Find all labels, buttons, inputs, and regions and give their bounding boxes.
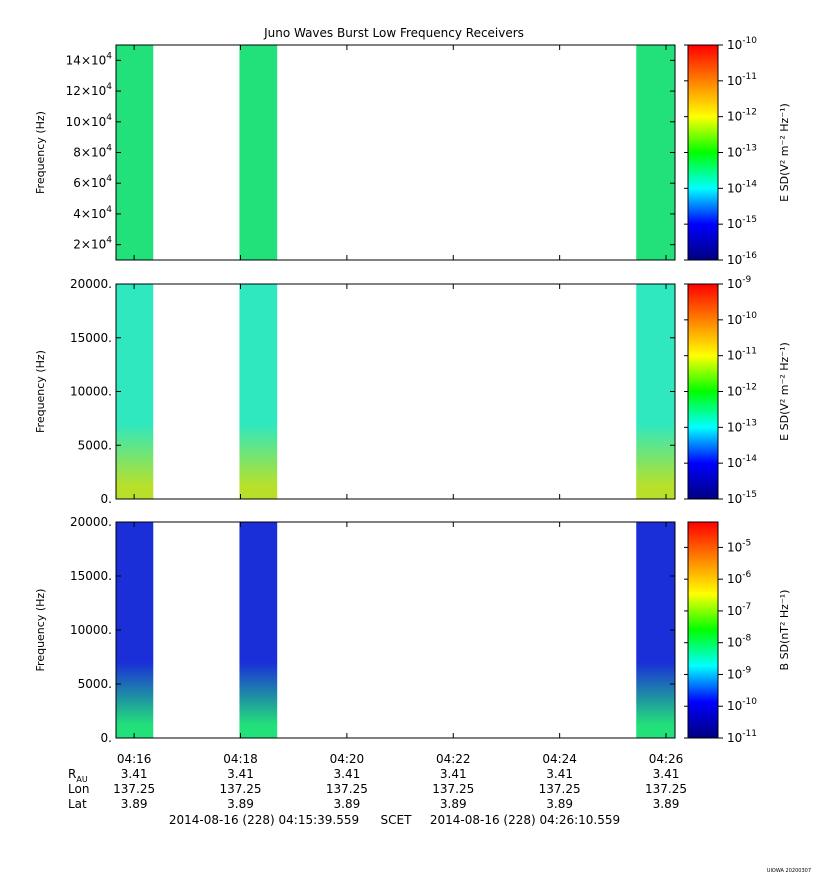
colorbar-tick-label: 10-15: [727, 490, 757, 506]
x-tick-label: 04:22: [436, 752, 471, 766]
footer-stamp: UIOWA 20200307: [767, 868, 811, 874]
y-tick-label: 12×104: [66, 82, 113, 98]
y-tick-label: 10×104: [66, 113, 113, 129]
ephemeris-value: 3.41: [653, 767, 680, 781]
spectrogram-panel-2: 0. 5000. 10000. 15000. 20000. Frequency (Hz) 1…: [34, 275, 791, 506]
colorbar-tick-label: 10-10: [727, 36, 757, 52]
plot-frame: [115, 283, 676, 500]
colorbar-tick-label: 10-11: [727, 729, 757, 745]
colorbar: [687, 44, 719, 261]
y-tick-label: 4×104: [73, 205, 112, 221]
y-tick-label: 15000.: [70, 331, 112, 345]
ephemeris-value: 3.41: [440, 767, 467, 781]
burst-block: [115, 45, 154, 260]
ephemeris-value: 3.89: [440, 797, 467, 811]
ephemeris-value: 3.89: [546, 797, 573, 811]
colorbar-label: E SD(V² m⁻² Hz⁻¹): [778, 342, 791, 441]
burst-block: [239, 45, 278, 260]
ephemeris-value: 3.41: [227, 767, 254, 781]
ephemeris-row-label: RAU: [68, 767, 88, 784]
ephemeris-value: 137.25: [326, 782, 368, 796]
spectrogram-panel-3: 0. 5000. 10000. 15000. 20000. Frequency (Hz) 1…: [34, 515, 791, 745]
y-tick-label: 20000.: [70, 515, 112, 529]
colorbar-tick-label: 10-10: [727, 311, 757, 327]
y-tick-label: 5000.: [78, 438, 112, 452]
y-tick-label: 10000.: [70, 385, 112, 399]
time-range-end: 2014-08-16 (228) 04:26:10.559: [430, 813, 620, 827]
ephemeris-value: 3.89: [334, 797, 361, 811]
x-tick-label: 04:24: [542, 752, 577, 766]
burst-block: [115, 522, 154, 738]
spectrogram-panel-1: 2×104 4×104 6×104 8×104 10×104 12×104 14×104 Fr…: [34, 36, 791, 267]
colorbar-tick-label: 10-14: [727, 179, 757, 195]
burst-block: [239, 284, 278, 499]
ephemeris-value: 137.25: [113, 782, 155, 796]
y-tick-label: 2×104: [73, 236, 112, 252]
y-tick-label: 6×104: [73, 174, 112, 190]
ephemeris-value: 3.41: [121, 767, 148, 781]
y-axis-label: Frequency (Hz): [34, 111, 47, 194]
colorbar-tick-label: 10-12: [727, 108, 757, 124]
ephemeris-row-label: Lat: [68, 797, 87, 811]
y-axis-label: Frequency (Hz): [34, 589, 47, 672]
colorbar-tick-label: 10-8: [727, 634, 752, 650]
burst-block: [636, 522, 676, 738]
burst-block: [636, 284, 676, 499]
ephemeris-value: 137.25: [645, 782, 687, 796]
ephemeris-row-label: Lon: [68, 782, 89, 796]
y-tick-label: 8×104: [73, 144, 112, 160]
colorbar-tick-label: 10-5: [727, 538, 751, 554]
y-tick-label: 15000.: [70, 569, 112, 583]
ephemeris-table: RAU 3.41 3.41 3.41 3.41 3.41 3.41 Lon 137.25 137.…: [68, 767, 687, 811]
ephemeris-value: 3.89: [653, 797, 680, 811]
time-range-start: 2014-08-16 (228) 04:15:39.559: [169, 813, 359, 827]
colorbar-tick-label: 10-9: [727, 665, 752, 681]
colorbar: [687, 521, 719, 739]
ephemeris-value: 137.25: [539, 782, 581, 796]
ephemeris-value: 137.25: [432, 782, 474, 796]
ephemeris-value: 137.25: [220, 782, 262, 796]
y-tick-label: 5000.: [78, 677, 112, 691]
plot-frame: [115, 44, 676, 261]
colorbar-tick-label: 10-6: [727, 570, 752, 586]
colorbar-tick-label: 10-9: [727, 275, 752, 291]
panels: 2×104 4×104 6×104 8×104 10×104 12×104 14×104 Fr…: [34, 36, 791, 745]
y-tick-label: 0.: [101, 492, 112, 506]
ephemeris-value: 3.41: [334, 767, 361, 781]
chart-title: Juno Waves Burst Low Frequency Receivers: [263, 26, 524, 40]
ephemeris-value: 3.89: [227, 797, 254, 811]
colorbar-tick-label: 10-11: [727, 347, 757, 363]
colorbar-label: E SD(V² m⁻² Hz⁻¹): [778, 103, 791, 202]
y-tick-label: 10000.: [70, 623, 112, 637]
colorbar-tick-label: 10-11: [727, 72, 757, 88]
colorbar-tick-label: 10-14: [727, 454, 757, 470]
colorbar: [687, 283, 719, 500]
ephemeris-value: 3.89: [121, 797, 148, 811]
y-axis-label: Frequency (Hz): [34, 350, 47, 433]
y-tick-label: 0.: [101, 731, 112, 745]
ephemeris-value: 3.41: [546, 767, 573, 781]
colorbar-tick-label: 10-12: [727, 383, 757, 399]
colorbar-tick-label: 10-13: [727, 144, 757, 160]
colorbar-tick-label: 10-7: [727, 602, 751, 618]
colorbar-tick-label: 10-15: [727, 215, 757, 231]
y-tick-label: 14×104: [66, 51, 113, 67]
burst-block: [115, 284, 154, 499]
plot-frame: [115, 521, 676, 739]
time-axis: 04:16 04:18 04:20 04:22 04:24 04:26: [117, 752, 684, 766]
x-tick-label: 04:18: [223, 752, 258, 766]
x-tick-label: 04:16: [117, 752, 152, 766]
burst-block: [239, 522, 278, 738]
x-tick-label: 04:20: [330, 752, 365, 766]
x-tick-label: 04:26: [649, 752, 684, 766]
burst-block: [636, 45, 676, 260]
colorbar-tick-label: 10-16: [727, 251, 757, 267]
colorbar-tick-label: 10-10: [727, 697, 757, 713]
colorbar-tick-label: 10-13: [727, 418, 757, 434]
y-tick-label: 20000.: [70, 277, 112, 291]
time-range-label: SCET: [381, 813, 413, 827]
colorbar-label: B SD(nT² Hz⁻¹): [778, 590, 791, 671]
